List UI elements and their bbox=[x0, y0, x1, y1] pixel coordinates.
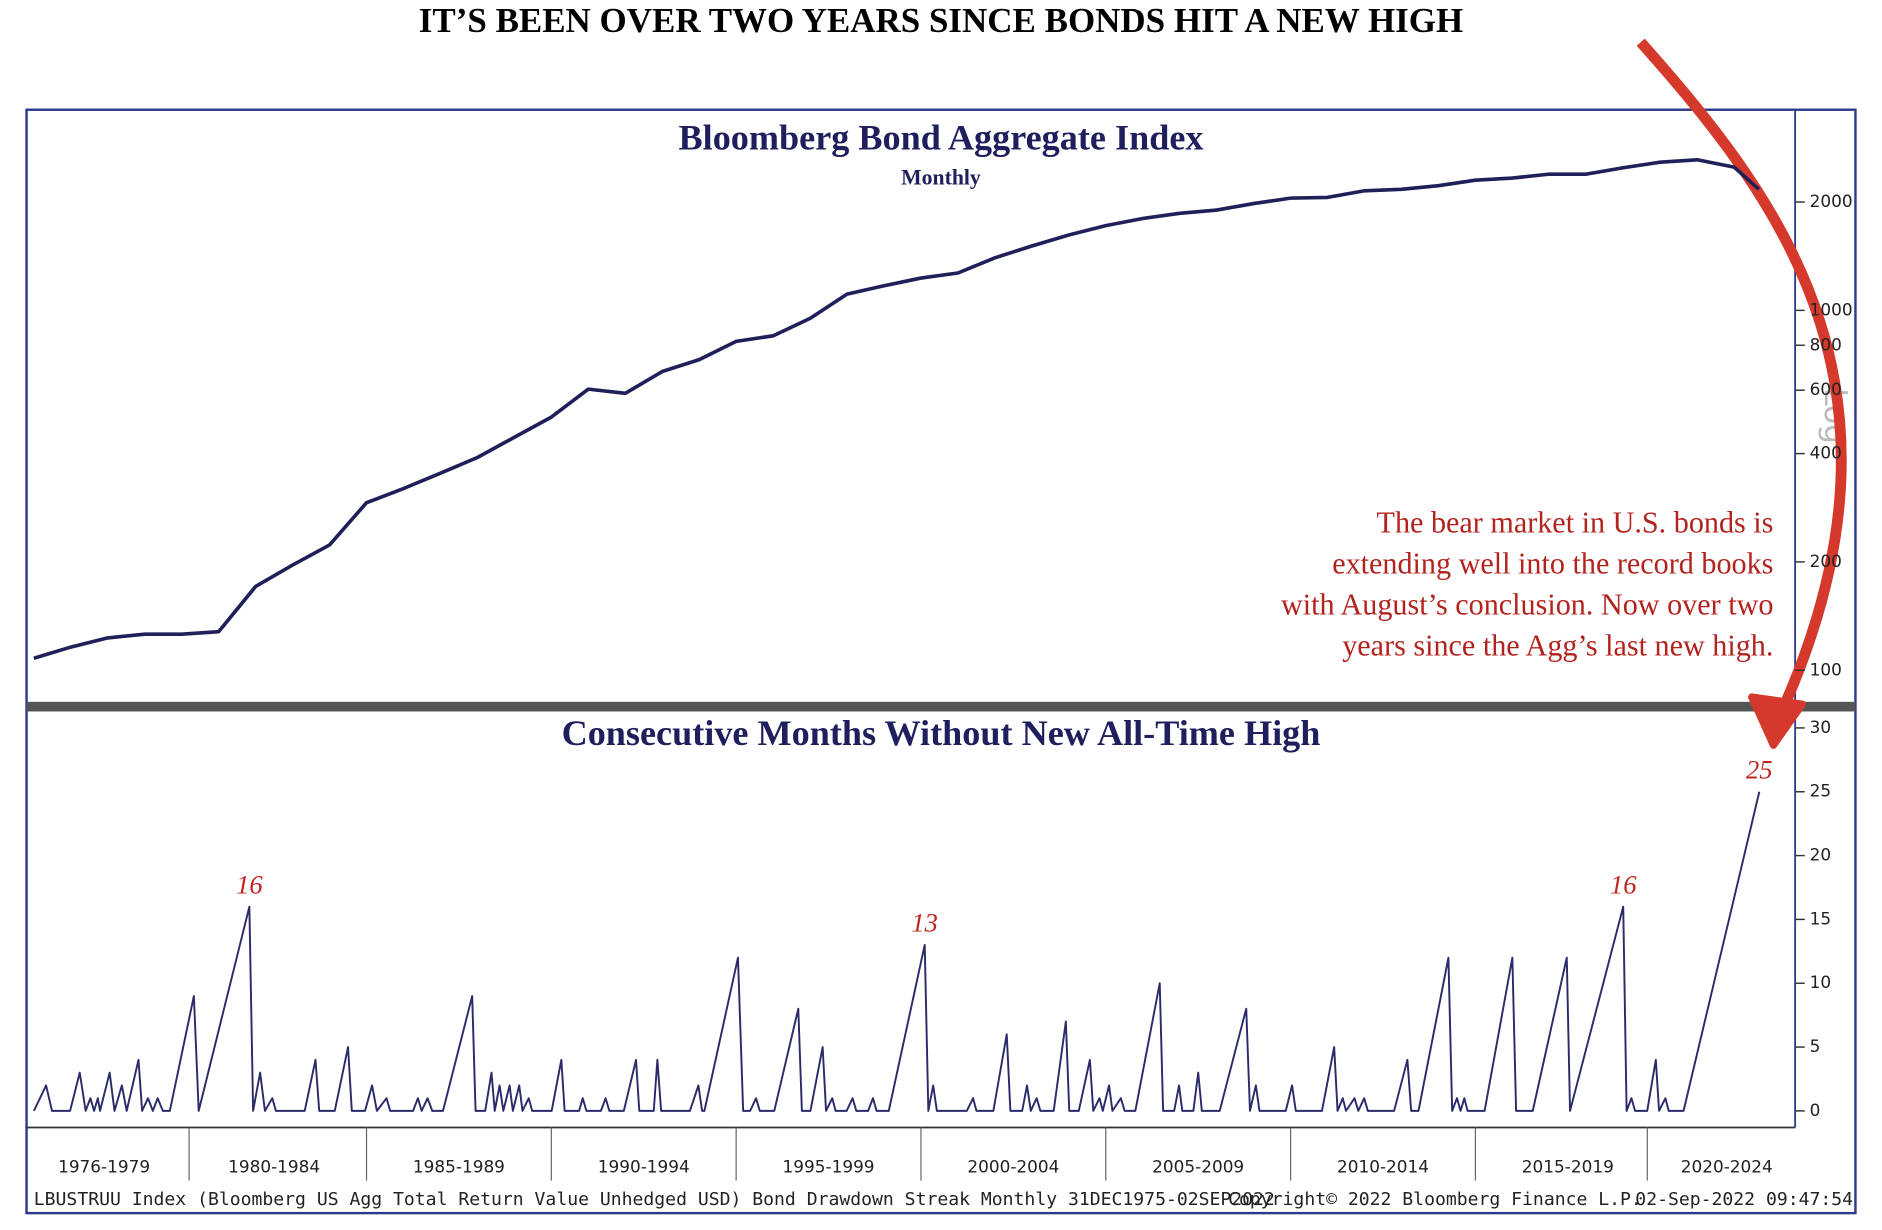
arrow bbox=[1636, 38, 1847, 732]
top-chart-title: Bloomberg Bond Aggregate Index bbox=[679, 117, 1204, 157]
footer-copyright: Copyright© 2022 Bloomberg Finance L.P. bbox=[1228, 1189, 1642, 1210]
y-tick-label: 600 bbox=[1810, 379, 1842, 399]
y-tick-label: 15 bbox=[1810, 908, 1831, 928]
data-line bbox=[33, 157, 1761, 661]
x-tick-label: 1976-1979 bbox=[58, 1156, 150, 1176]
top-chart-subtitle: Monthly bbox=[901, 166, 981, 190]
y-tick-label: 2000 bbox=[1810, 191, 1853, 211]
y-tick-label: 0 bbox=[1810, 1100, 1821, 1120]
data-line bbox=[33, 791, 1761, 1112]
y-tick-label: 400 bbox=[1810, 443, 1842, 463]
x-tick-label: 2005-2009 bbox=[1152, 1156, 1244, 1176]
annotation: The bear market in U.S. bonds is bbox=[1377, 506, 1774, 540]
footer-timestamp: 02-Sep-2022 09:47:54 bbox=[1635, 1189, 1853, 1210]
annotation: years since the Agg’s last new high. bbox=[1342, 629, 1773, 663]
page-title: IT’S BEEN OVER TWO YEARS SINCE BONDS HIT… bbox=[419, 1, 1463, 40]
x-tick-label: 1985-1989 bbox=[413, 1156, 505, 1176]
annotation: with August’s conclusion. Now over two bbox=[1281, 588, 1773, 622]
bottom-chart-title: Consecutive Months Without New All-Time … bbox=[562, 713, 1321, 753]
annotation: extending well into the record books bbox=[1332, 547, 1773, 581]
y-tick-label: 200 bbox=[1810, 551, 1842, 571]
panel-divider bbox=[26, 701, 1856, 712]
y-tick-label: 20 bbox=[1810, 845, 1831, 865]
x-tick-label: 2020-2024 bbox=[1681, 1156, 1773, 1176]
y-tick-label: 800 bbox=[1810, 334, 1842, 354]
x-tick-label: 2000-2004 bbox=[967, 1156, 1059, 1176]
x-tick-label: 2010-2014 bbox=[1337, 1156, 1429, 1176]
y-tick-label: 25 bbox=[1810, 781, 1831, 801]
y-tick-label: 10 bbox=[1810, 972, 1831, 992]
data-label: 13 bbox=[911, 908, 938, 938]
frame bbox=[25, 108, 1857, 1215]
x-tick-label: 2015-2019 bbox=[1522, 1156, 1614, 1176]
x-tick-label: 1995-1999 bbox=[783, 1156, 875, 1176]
data-label: 25 bbox=[1746, 755, 1773, 785]
data-label: 16 bbox=[1610, 869, 1637, 899]
y-tick-label: 100 bbox=[1810, 659, 1842, 679]
x-tick-label: 1990-1994 bbox=[598, 1156, 690, 1176]
y-tick-label: 5 bbox=[1810, 1036, 1821, 1056]
y-tick-label: 30 bbox=[1810, 717, 1831, 737]
x-tick-label: 1980-1984 bbox=[228, 1156, 320, 1176]
y-tick-label: 1000 bbox=[1810, 299, 1853, 319]
arrow-head bbox=[1748, 693, 1806, 749]
footer-source: LBUSTRUU Index (Bloomberg US Agg Total R… bbox=[34, 1189, 1275, 1210]
data-label: 16 bbox=[236, 869, 263, 899]
